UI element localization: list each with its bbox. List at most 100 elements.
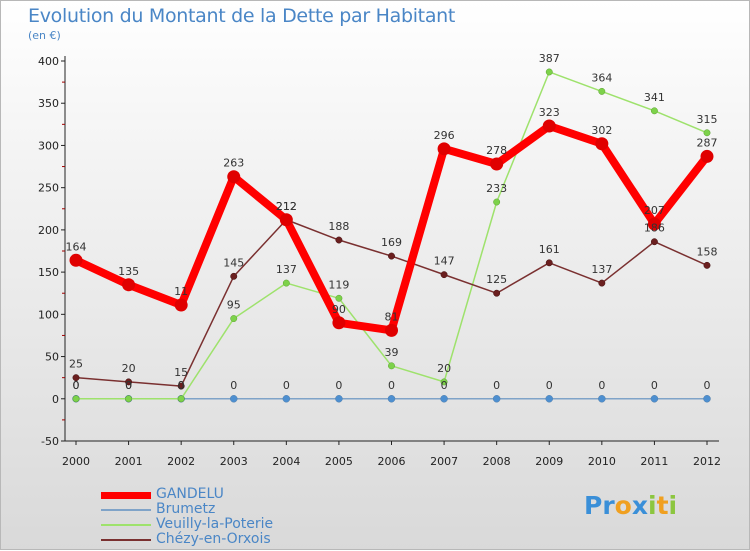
series-gandelu bbox=[69, 119, 714, 337]
legend-swatch bbox=[101, 524, 151, 526]
data-label: 0 bbox=[335, 379, 342, 392]
data-label: 212 bbox=[276, 200, 297, 213]
legend-label: Brumetz bbox=[156, 501, 216, 517]
data-label: 302 bbox=[591, 124, 612, 137]
y-tick-label: 150 bbox=[38, 266, 59, 279]
data-label: 135 bbox=[118, 265, 139, 278]
data-label: 125 bbox=[486, 273, 507, 286]
data-point bbox=[440, 271, 448, 279]
x-tick-label: 2007 bbox=[430, 455, 458, 468]
legend-swatch bbox=[101, 509, 151, 511]
y-tick-label: 350 bbox=[38, 97, 59, 110]
data-label: 0 bbox=[441, 379, 448, 392]
series-veuilly-la-poterie bbox=[72, 68, 711, 403]
legend-label: Chézy-en-Orxois bbox=[156, 531, 271, 547]
data-point bbox=[177, 395, 185, 403]
data-point bbox=[279, 213, 293, 227]
data-label: 161 bbox=[539, 243, 560, 256]
y-tick-label: 100 bbox=[38, 308, 59, 321]
y-tick-label: -50 bbox=[41, 435, 59, 448]
data-point bbox=[174, 298, 188, 312]
data-label: 0 bbox=[125, 379, 132, 392]
data-point bbox=[230, 272, 238, 280]
data-point bbox=[122, 278, 136, 292]
data-point bbox=[490, 157, 504, 171]
data-label: 137 bbox=[591, 263, 612, 276]
data-point bbox=[647, 217, 661, 231]
legend-swatch bbox=[101, 539, 151, 541]
logo-letter: i bbox=[648, 491, 657, 520]
data-label: 263 bbox=[223, 157, 244, 170]
data-label: 20 bbox=[437, 362, 451, 375]
x-tick-label: 2011 bbox=[640, 455, 668, 468]
data-point bbox=[335, 236, 343, 244]
data-point bbox=[492, 395, 501, 403]
legend-label: GANDELU bbox=[156, 486, 224, 502]
data-point bbox=[335, 294, 343, 302]
logo-letter: o bbox=[614, 491, 632, 520]
data-label: 20 bbox=[122, 362, 136, 375]
data-label: 0 bbox=[230, 379, 237, 392]
data-point bbox=[388, 252, 395, 260]
x-tick-label: 2008 bbox=[483, 455, 511, 468]
data-label: 90 bbox=[332, 303, 346, 316]
data-label: 11 bbox=[174, 285, 188, 298]
data-label: 169 bbox=[381, 236, 402, 249]
x-tick-label: 2010 bbox=[588, 455, 616, 468]
data-point bbox=[545, 68, 553, 76]
data-point bbox=[69, 253, 83, 267]
data-point bbox=[703, 261, 711, 269]
data-point bbox=[700, 149, 714, 163]
data-point bbox=[230, 395, 238, 403]
data-point bbox=[388, 362, 395, 370]
data-label: 341 bbox=[644, 91, 665, 104]
data-point bbox=[595, 137, 609, 151]
x-tick-label: 2000 bbox=[62, 455, 90, 468]
data-point bbox=[598, 87, 606, 95]
logo-letter: x bbox=[631, 491, 648, 520]
data-label: 186 bbox=[644, 222, 665, 235]
data-point bbox=[598, 395, 606, 403]
data-label: 0 bbox=[493, 379, 500, 392]
y-tick-label: 200 bbox=[38, 224, 59, 237]
data-label: 95 bbox=[227, 299, 241, 312]
proxiti-logo: Proxiti bbox=[584, 491, 677, 520]
data-label: 0 bbox=[704, 379, 711, 392]
data-label: 145 bbox=[223, 256, 244, 269]
data-label: 296 bbox=[434, 129, 455, 142]
chart-subtitle: (en €) bbox=[28, 29, 61, 42]
data-label: 15 bbox=[174, 366, 188, 379]
data-point bbox=[545, 395, 553, 403]
data-label: 0 bbox=[73, 379, 80, 392]
y-tick-label: 0 bbox=[52, 393, 59, 406]
x-tick-label: 2002 bbox=[167, 455, 195, 468]
data-point bbox=[335, 395, 343, 403]
data-label: 0 bbox=[125, 379, 132, 392]
data-label: 315 bbox=[697, 113, 718, 126]
data-label: 137 bbox=[276, 263, 297, 276]
data-point bbox=[703, 395, 711, 403]
data-point bbox=[493, 289, 501, 297]
data-point bbox=[650, 395, 659, 403]
data-point bbox=[598, 279, 606, 287]
data-label: 188 bbox=[328, 220, 349, 233]
x-tick-label: 2003 bbox=[220, 455, 248, 468]
data-point bbox=[440, 378, 448, 386]
data-label: 0 bbox=[651, 379, 658, 392]
x-tick-label: 2012 bbox=[693, 455, 721, 468]
x-tick-label: 2004 bbox=[272, 455, 300, 468]
logo-letter: i bbox=[668, 491, 678, 520]
data-point bbox=[177, 382, 185, 390]
data-point bbox=[385, 323, 398, 337]
data-point bbox=[387, 395, 396, 403]
data-point bbox=[282, 279, 290, 287]
data-point bbox=[493, 198, 501, 206]
data-point bbox=[703, 129, 711, 137]
logo-letter: r bbox=[602, 491, 615, 520]
data-point bbox=[650, 238, 658, 246]
data-point bbox=[282, 395, 291, 403]
y-tick-label: 300 bbox=[38, 139, 59, 152]
data-point bbox=[227, 170, 241, 184]
data-point bbox=[125, 395, 133, 403]
